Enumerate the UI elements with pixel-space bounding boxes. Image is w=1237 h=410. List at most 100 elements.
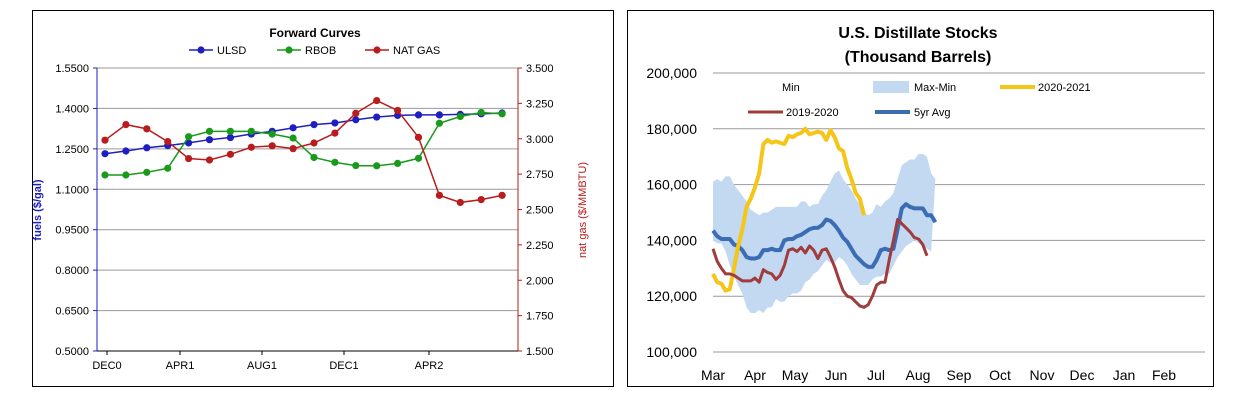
data-point-ulsd (101, 150, 109, 158)
legend-label-2019-2020: 2019-2020 (786, 107, 839, 119)
y-tick-label: 1.5500 (55, 63, 89, 75)
data-point-rbob (331, 158, 339, 166)
y-tick-label: 1.1000 (55, 184, 89, 196)
data-point-rbob (394, 159, 402, 168)
x-tick-label: Sep (947, 367, 972, 383)
y2-tick-label: 3.000 (526, 134, 554, 146)
legend-marker-rbob (285, 46, 293, 54)
series-line-2020-2021 (711, 126, 866, 293)
x-tick-label: Jul (867, 367, 885, 383)
data-point-ulsd (226, 133, 234, 142)
x-tick-label: Dec (1070, 367, 1095, 383)
x-tick-label: DEC1 (329, 360, 358, 372)
y2-tick-label: 1.500 (526, 346, 554, 358)
forward-curves-chart: 1.5500 1.4000 1.2500 1.1000 0.9500 0.8000 0.65… (33, 26, 589, 372)
y-tick-label: 120,000 (646, 288, 697, 304)
data-point-nat-gas (226, 150, 234, 158)
y-tick-label: 160,000 (646, 177, 697, 193)
y2-axis-label: nat gas ($/MMBTU) (577, 162, 589, 258)
data-point-ulsd (122, 147, 130, 155)
data-point-nat-gas (101, 136, 109, 144)
distillate-stocks-chart: 200,000 180,000 160,000 140,000 120,000 100,0… (646, 25, 1205, 383)
chart-title: Forward Curves (269, 26, 361, 40)
data-point-nat-gas (394, 106, 402, 115)
y2-tick-label: 2.000 (526, 275, 554, 287)
y-tick-label: 200,000 (646, 65, 697, 81)
x-tick-label: May (782, 367, 808, 383)
data-point-rbob (352, 161, 360, 170)
x-tick-label: APR2 (415, 360, 444, 372)
data-point-nat-gas (143, 125, 151, 133)
data-point-rbob (414, 154, 423, 162)
data-point-rbob (101, 171, 109, 179)
y2-tick-label: 3.500 (526, 63, 554, 75)
data-point-ulsd (414, 111, 423, 119)
chart-subtitle: (Thousand Barrels) (845, 49, 992, 66)
data-point-nat-gas (247, 143, 255, 151)
data-point-rbob (289, 134, 297, 142)
x-tick-label: Feb (1152, 367, 1176, 383)
y-tick-label: 100,000 (646, 344, 697, 360)
data-point-ulsd (185, 139, 193, 147)
legend-label-rbob: RBOB (305, 45, 336, 57)
y2-tick-label: 2.250 (526, 240, 554, 252)
y-tick-label: 140,000 (646, 232, 697, 248)
legend-label-min: Min (782, 82, 800, 94)
data-point-ulsd (205, 136, 214, 144)
data-point-nat-gas (352, 109, 360, 117)
legend-marker-ulsd (197, 46, 205, 54)
data-point-nat-gas (477, 195, 485, 204)
data-point-ulsd (310, 121, 318, 129)
legend-label-ulsd: ULSD (217, 45, 246, 57)
data-point-rbob (310, 153, 318, 162)
x-tick-label: Mar (701, 367, 725, 383)
x-tick-label: Aug (906, 367, 931, 383)
data-point-nat-gas (435, 191, 443, 199)
series-line-nat-gas (104, 99, 503, 204)
data-point-rbob (247, 127, 255, 135)
data-point-ulsd (289, 124, 297, 132)
y-tick-label: 1.4000 (55, 103, 89, 115)
y-tick-label: 0.6500 (55, 306, 89, 318)
y-tick-label: 0.8000 (55, 265, 89, 277)
data-point-nat-gas (456, 198, 464, 207)
x-tick-label: DEC0 (92, 360, 121, 372)
legend-label-nat-gas: NAT GAS (393, 45, 440, 57)
y-tick-label: 0.9500 (55, 225, 89, 237)
y2-tick-label: 3.250 (526, 98, 554, 110)
legend-label-2020-2021: 2020-2021 (1038, 82, 1091, 94)
data-point-rbob (477, 108, 485, 117)
data-point-nat-gas (185, 154, 193, 163)
data-point-ulsd (352, 116, 360, 124)
y2-tick-label: 2.500 (526, 205, 554, 217)
data-point-rbob (435, 119, 443, 127)
series-line-5yr-avg (711, 202, 938, 269)
legend-label-max-min: Max-Min (914, 82, 956, 94)
data-point-ulsd (331, 119, 339, 127)
data-point-rbob (373, 162, 381, 170)
y-tick-label: 0.5000 (55, 346, 89, 358)
y-tick-label: 180,000 (646, 121, 697, 137)
data-point-nat-gas (310, 139, 318, 147)
legend-marker-nat-gas (373, 46, 381, 54)
y-tick-label: 1.2500 (55, 144, 89, 156)
data-point-nat-gas (373, 96, 381, 105)
x-tick-label: Apr (744, 367, 766, 383)
forward-curves-chart-panel: 1.5500 1.4000 1.2500 1.1000 0.9500 0.8000 0.65… (32, 10, 614, 387)
y-axis-label: fuels ($/gal) (33, 179, 44, 240)
distillate-stocks-chart-panel: 200,000 180,000 160,000 140,000 120,000 100,0… (627, 10, 1214, 387)
data-point-ulsd (373, 113, 381, 121)
data-point-nat-gas (498, 191, 506, 199)
y2-tick-label: 2.750 (526, 169, 554, 181)
data-point-nat-gas (331, 129, 339, 137)
data-point-rbob (164, 164, 172, 172)
x-tick-label: Nov (1030, 367, 1055, 383)
data-point-rbob (143, 168, 151, 176)
data-point-rbob (185, 133, 193, 141)
x-tick-label: APR1 (166, 360, 195, 372)
chart-title: U.S. Distillate Stocks (838, 25, 997, 42)
data-point-rbob (226, 127, 234, 135)
y2-tick-label: 1.750 (526, 311, 554, 323)
data-point-rbob (456, 112, 464, 121)
data-point-rbob (268, 130, 276, 138)
